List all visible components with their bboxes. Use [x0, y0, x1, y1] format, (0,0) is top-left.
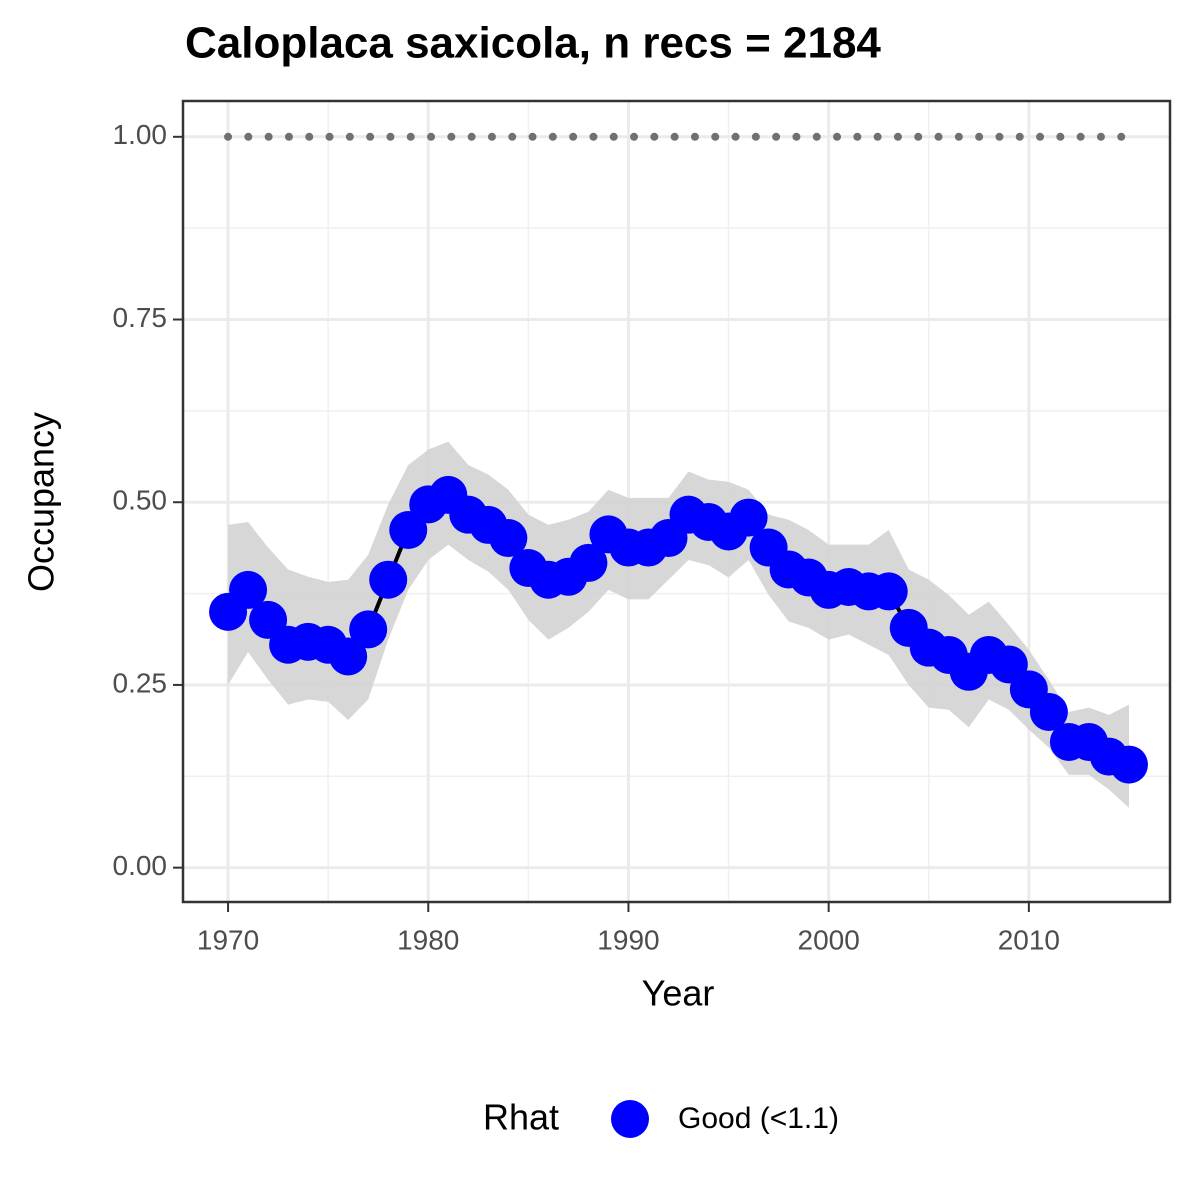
point [729, 498, 768, 537]
point [369, 560, 408, 599]
point [869, 572, 908, 611]
x-axis-title: Year [642, 973, 715, 1014]
point [349, 610, 388, 649]
x-tick-label: 2010 [998, 924, 1060, 955]
y-axis-title: Occupancy [21, 412, 62, 592]
x-tick-label: 1970 [197, 924, 259, 955]
point [1029, 692, 1068, 731]
y-tick-label: 1.00 [113, 119, 168, 150]
legend-label: Good (<1.1) [678, 1102, 839, 1135]
point [569, 543, 608, 582]
x-tick-label: 1980 [397, 924, 459, 955]
credible-interval [228, 441, 1129, 808]
legend-title: Rhat [483, 1097, 559, 1138]
y-tick-label: 0.25 [113, 667, 168, 698]
point [489, 519, 528, 558]
point [329, 637, 368, 676]
x-tick-label: 1990 [597, 924, 659, 955]
x-tick-label: 2000 [798, 924, 860, 955]
chart-title: Caloplaca saxicola, n recs = 2184 [185, 19, 881, 68]
y-tick-label: 0.00 [113, 850, 168, 881]
point [1109, 745, 1148, 784]
legend-marker [611, 1100, 649, 1138]
plot-border [181, 99, 1172, 904]
point [229, 570, 268, 609]
y-tick-label: 0.50 [113, 485, 168, 516]
point [389, 511, 428, 550]
y-tick-label: 0.75 [113, 302, 168, 333]
